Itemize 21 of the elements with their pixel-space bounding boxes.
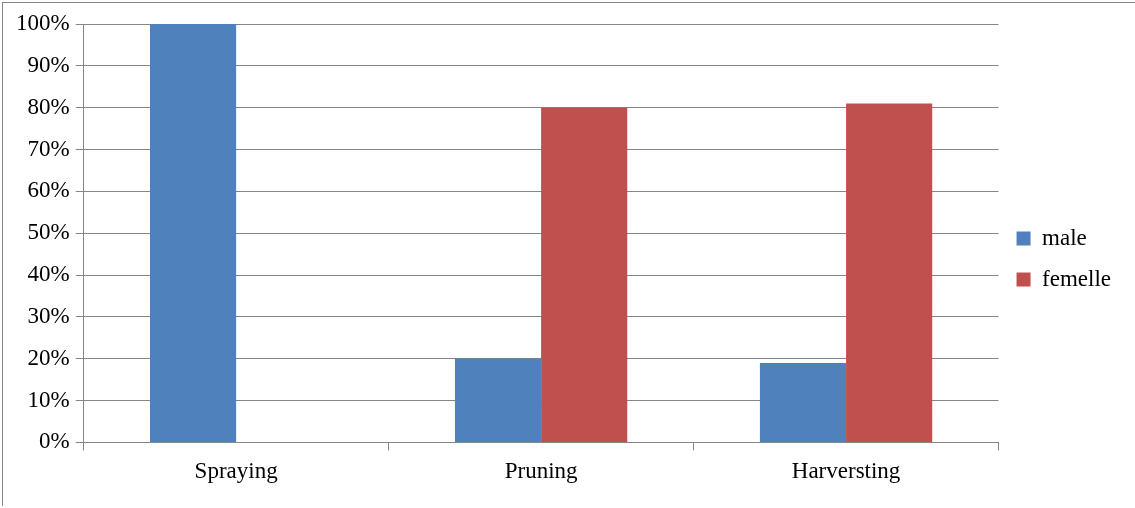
y-tick-label: 0% xyxy=(38,428,70,454)
y-tick-label: 10% xyxy=(27,386,70,412)
y-tick-label: 30% xyxy=(27,302,70,328)
y-tick-label: 80% xyxy=(27,93,70,119)
x-tick-label: Harversting xyxy=(791,458,901,484)
y-tick-label: 50% xyxy=(27,219,70,245)
y-tick-label: 20% xyxy=(27,344,70,370)
y-tick-label: 70% xyxy=(27,135,70,161)
x-tick-label: Pruning xyxy=(504,458,579,484)
bar xyxy=(541,107,628,442)
legend-label: male xyxy=(1042,224,1087,250)
bar xyxy=(759,362,847,442)
y-tick-label: 40% xyxy=(27,261,70,287)
x-tick-label: Spraying xyxy=(194,458,279,484)
y-tick-label: 90% xyxy=(27,51,70,77)
y-tick-label: 100% xyxy=(15,10,70,36)
bar xyxy=(149,24,237,442)
legend-label: femelle xyxy=(1042,265,1112,291)
bar xyxy=(454,358,542,442)
y-tick-label: 60% xyxy=(27,177,70,203)
bar xyxy=(846,103,933,442)
